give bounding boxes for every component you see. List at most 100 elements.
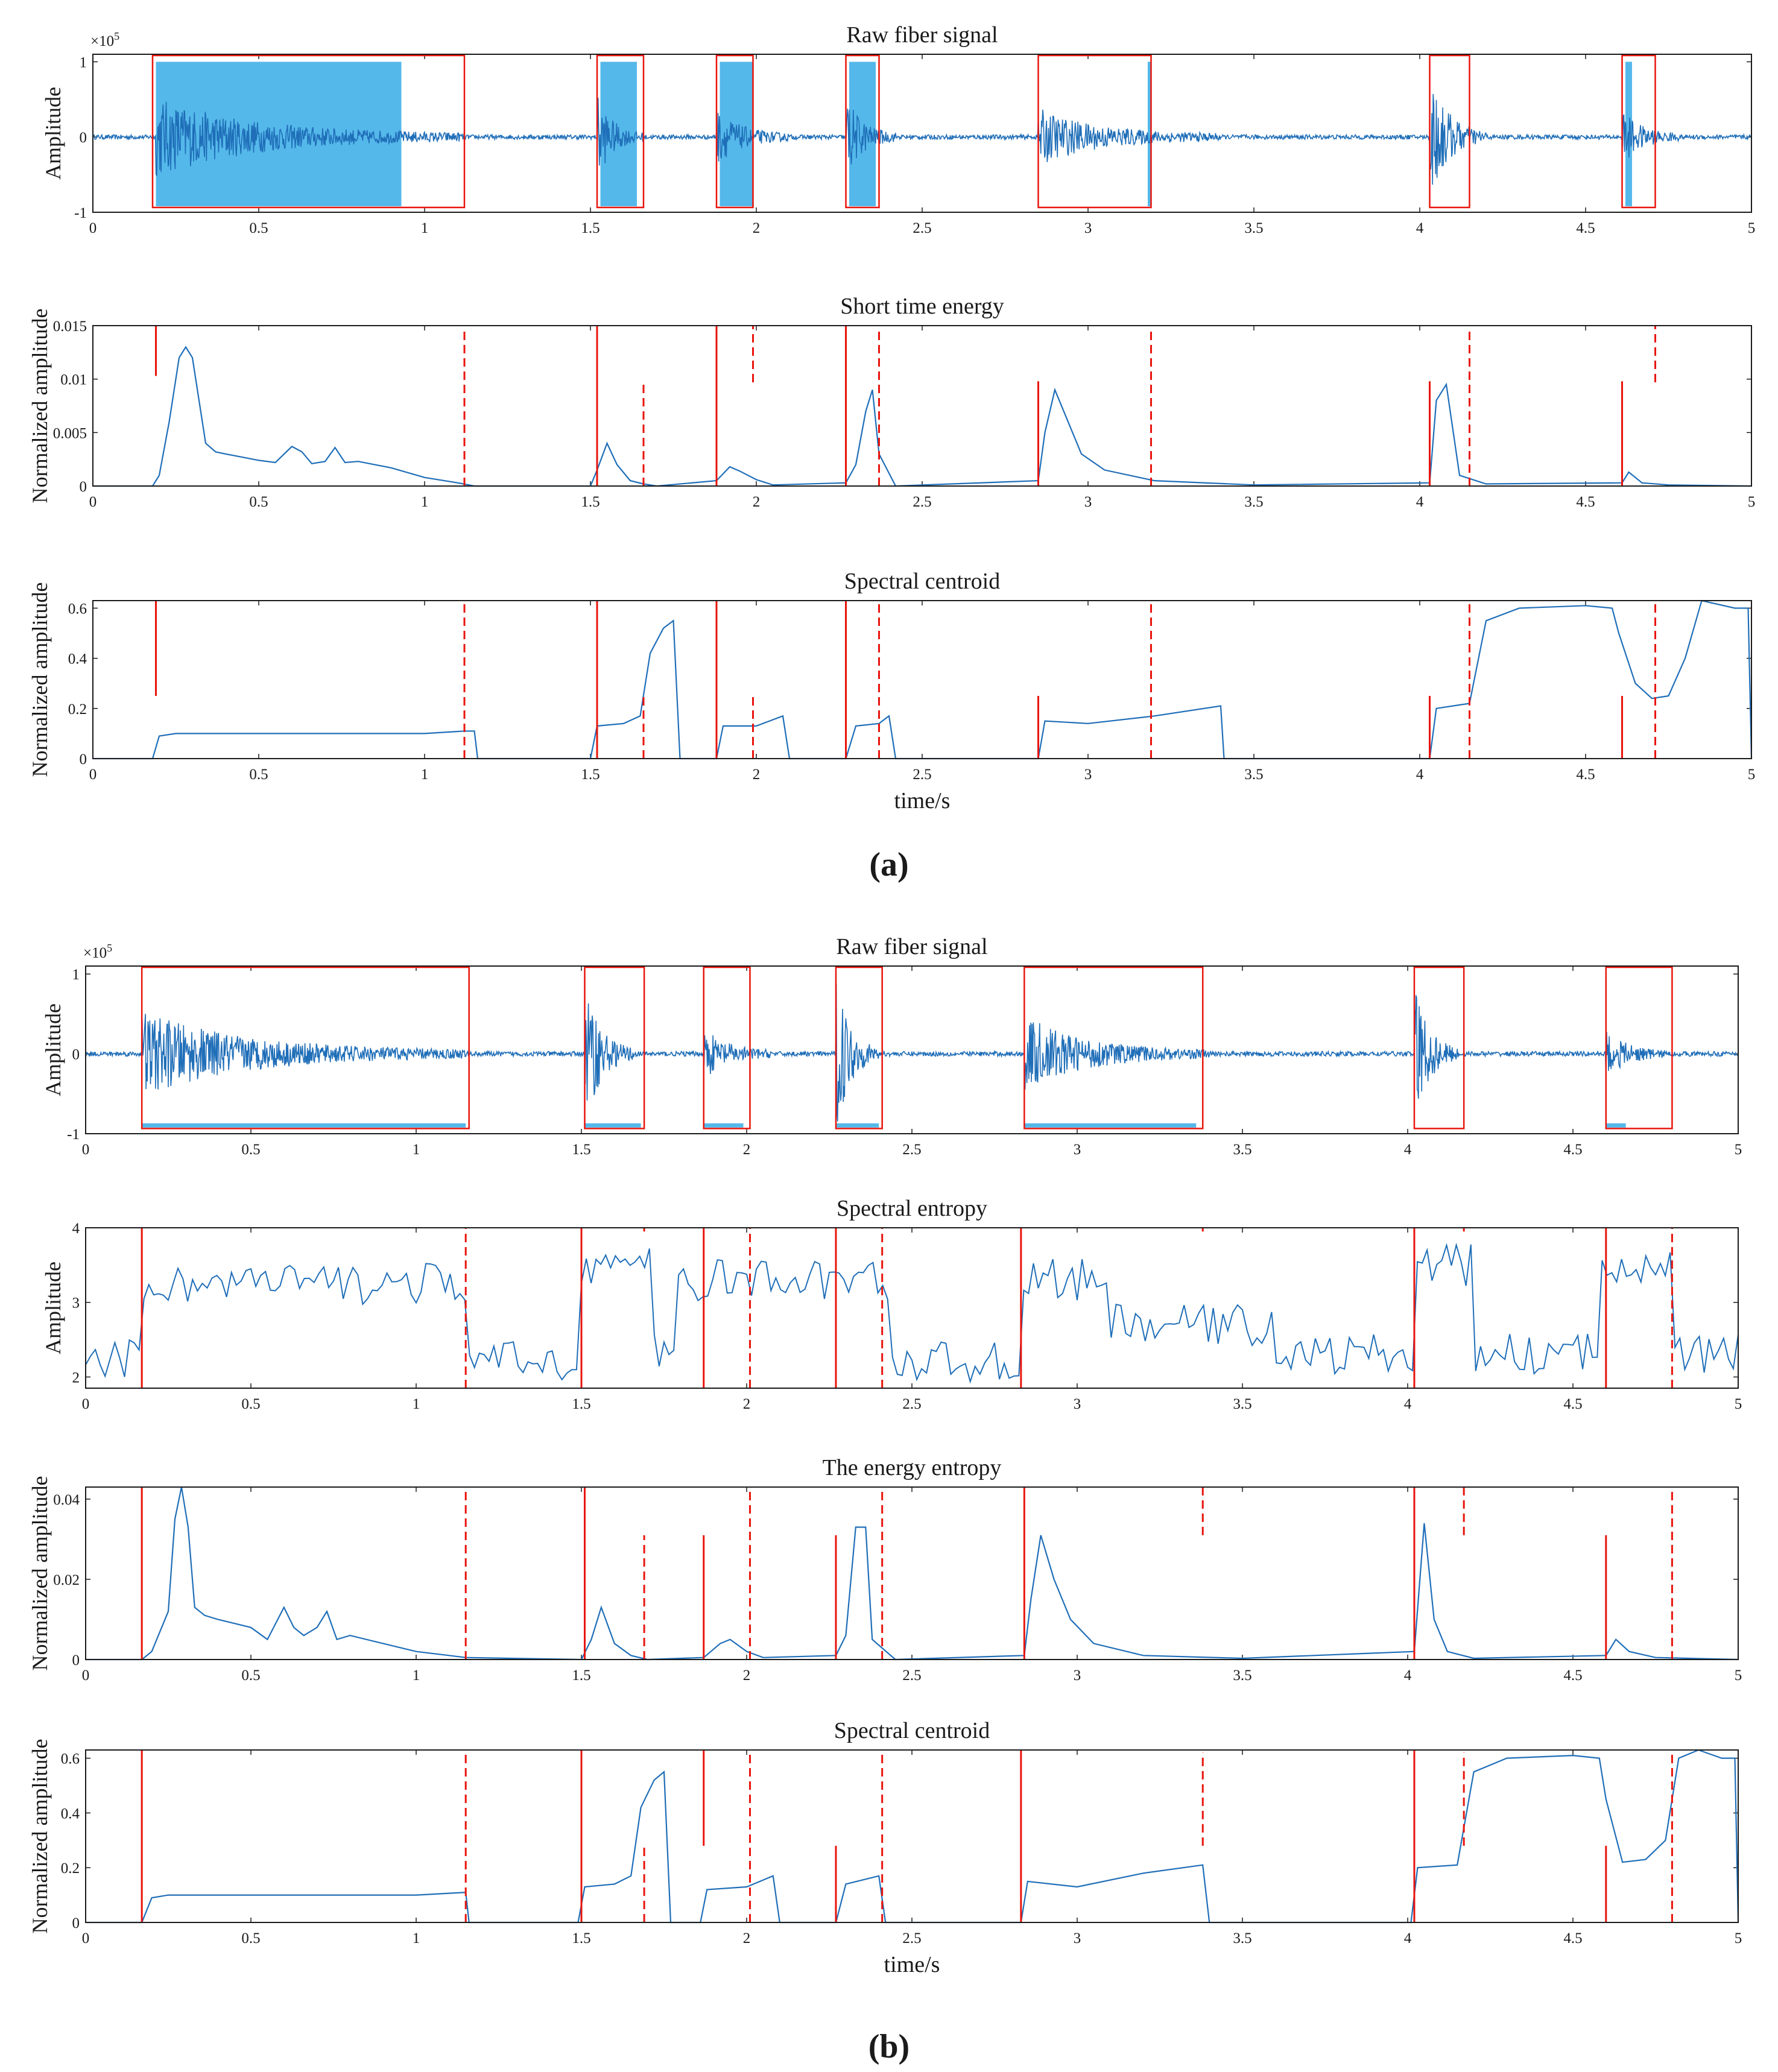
axis-exponent-label: ×105 xyxy=(90,30,119,49)
x-tick-label: 5 xyxy=(1748,220,1756,236)
signal-waveform xyxy=(92,93,1752,185)
chart-a3: Spectral centroid Normalized amplitude tim… xyxy=(28,569,1755,813)
x-tick-label: 2.5 xyxy=(913,220,931,236)
segment-box xyxy=(141,966,470,1129)
y-tick-label: 0 xyxy=(80,130,87,146)
plot-content xyxy=(92,54,1752,209)
x-tick-label: 2 xyxy=(753,766,761,783)
x-tick-label: 1 xyxy=(421,766,429,783)
x-tick-label: 2 xyxy=(743,1667,751,1684)
x-tick-label: 3.5 xyxy=(1233,1667,1251,1684)
chart-title: Short time energy xyxy=(840,294,1004,319)
x-tick-label: 0 xyxy=(82,1667,90,1684)
x-tick-label: 4.5 xyxy=(1563,1142,1582,1158)
axes-frame xyxy=(85,965,1739,1134)
chart-b2: Spectral entropy Amplitude 0 0.5 1 1.5 2 2.5 3 3.… xyxy=(41,1196,1742,1412)
detected-region-bar xyxy=(1024,1123,1197,1128)
x-tick-label: 1 xyxy=(421,494,429,510)
x-tick-label: 2 xyxy=(743,1930,751,1947)
y-tick-label: 2 xyxy=(72,1369,80,1386)
y-tick-label: 0.02 xyxy=(53,1572,80,1588)
entropy-line xyxy=(85,1242,1739,1384)
x-tick-label: 4 xyxy=(1404,1930,1412,1947)
feature-line xyxy=(86,1486,1739,1661)
segment-box xyxy=(715,54,754,209)
x-tick-label: 3.5 xyxy=(1244,494,1263,510)
segment-box xyxy=(1621,54,1656,209)
x-tick-label: 4 xyxy=(1404,1667,1412,1684)
y-tick-label: 0 xyxy=(80,479,87,495)
y-tick-label: 0.01 xyxy=(60,372,87,388)
x-tick-label: 1 xyxy=(413,1667,420,1684)
y-tick-label: 0.2 xyxy=(68,701,87,718)
x-tick-label: 4 xyxy=(1416,494,1424,510)
segment-box xyxy=(1413,966,1465,1129)
x-tick-label: 5 xyxy=(1735,1142,1742,1158)
x-tick-label: 1.5 xyxy=(572,1142,590,1158)
y-tick-label: -1 xyxy=(74,205,87,221)
y-axis-label: Amplitude xyxy=(41,87,65,180)
x-tick-label: 0.5 xyxy=(241,1396,260,1412)
x-tick-label: 2.5 xyxy=(902,1142,921,1158)
y-axis-label: Normalized amplitude xyxy=(28,1476,52,1671)
axis-exponent-label: ×105 xyxy=(83,942,112,961)
x-tick-label: 0 xyxy=(82,1930,90,1947)
exponent-power: 5 xyxy=(107,942,112,954)
segment-box xyxy=(845,54,880,209)
x-tick-label: 5 xyxy=(1735,1396,1742,1412)
segment-box xyxy=(1605,966,1673,1129)
x-tick-label: 3 xyxy=(1074,1396,1081,1412)
x-tick-label: 0.5 xyxy=(241,1142,260,1158)
detected-region-bar xyxy=(142,1123,466,1128)
segment-box xyxy=(1429,54,1470,209)
x-tick-label: 4.5 xyxy=(1563,1396,1582,1412)
exponent-base: ×10 xyxy=(90,33,114,49)
y-axis-label: Normalized amplitude xyxy=(28,583,52,777)
x-tick-label: 2.5 xyxy=(902,1930,921,1947)
segment-box xyxy=(596,54,645,209)
x-tick-label: 0 xyxy=(89,766,97,783)
x-tick-label: 1.5 xyxy=(572,1667,590,1684)
x-tick-label: 4 xyxy=(1416,766,1424,783)
x-tick-label: 0.5 xyxy=(249,220,268,236)
segment-box xyxy=(835,966,883,1129)
x-tick-label: 2 xyxy=(743,1396,751,1412)
x-tick-label: 3 xyxy=(1084,766,1092,783)
x-axis-label: time/s xyxy=(894,788,951,813)
x-tick-label: 2.5 xyxy=(902,1667,921,1684)
x-tick-label: 4.5 xyxy=(1563,1667,1582,1684)
y-tick-label: 1 xyxy=(80,54,87,71)
panel-a-label: (a) xyxy=(869,846,908,883)
x-tick-label: 1.5 xyxy=(572,1396,590,1412)
x-tick-label: 0 xyxy=(89,220,97,236)
x-axis-label: time/s xyxy=(884,1952,940,1977)
x-tick-label: 5 xyxy=(1748,494,1756,510)
x-tick-label: 0.5 xyxy=(249,494,268,510)
y-tick-label: 0.4 xyxy=(61,1805,80,1822)
segment-box xyxy=(703,966,751,1129)
x-tick-label: 1 xyxy=(413,1396,420,1412)
plot-content xyxy=(86,1749,1739,1924)
x-tick-label: 4.5 xyxy=(1563,1930,1582,1947)
plot-content xyxy=(93,599,1753,760)
x-tick-label: 0.5 xyxy=(241,1667,260,1684)
chart-title: Raw fiber signal xyxy=(846,22,998,48)
x-tick-label: 0.5 xyxy=(241,1930,260,1947)
axes-frame xyxy=(85,1749,1739,1923)
y-tick-label: 3 xyxy=(72,1295,80,1312)
segment-box xyxy=(1037,54,1152,209)
y-tick-label: 0 xyxy=(72,1652,80,1669)
x-tick-label: 0 xyxy=(82,1396,90,1412)
feature-line xyxy=(93,599,1753,760)
x-tick-label: 2 xyxy=(753,220,761,236)
plot-content xyxy=(85,966,1739,1129)
x-tick-label: 3 xyxy=(1074,1667,1081,1684)
x-tick-label: 2 xyxy=(743,1142,751,1158)
detected-region-bar xyxy=(835,1123,879,1128)
exponent-power: 5 xyxy=(114,30,119,42)
